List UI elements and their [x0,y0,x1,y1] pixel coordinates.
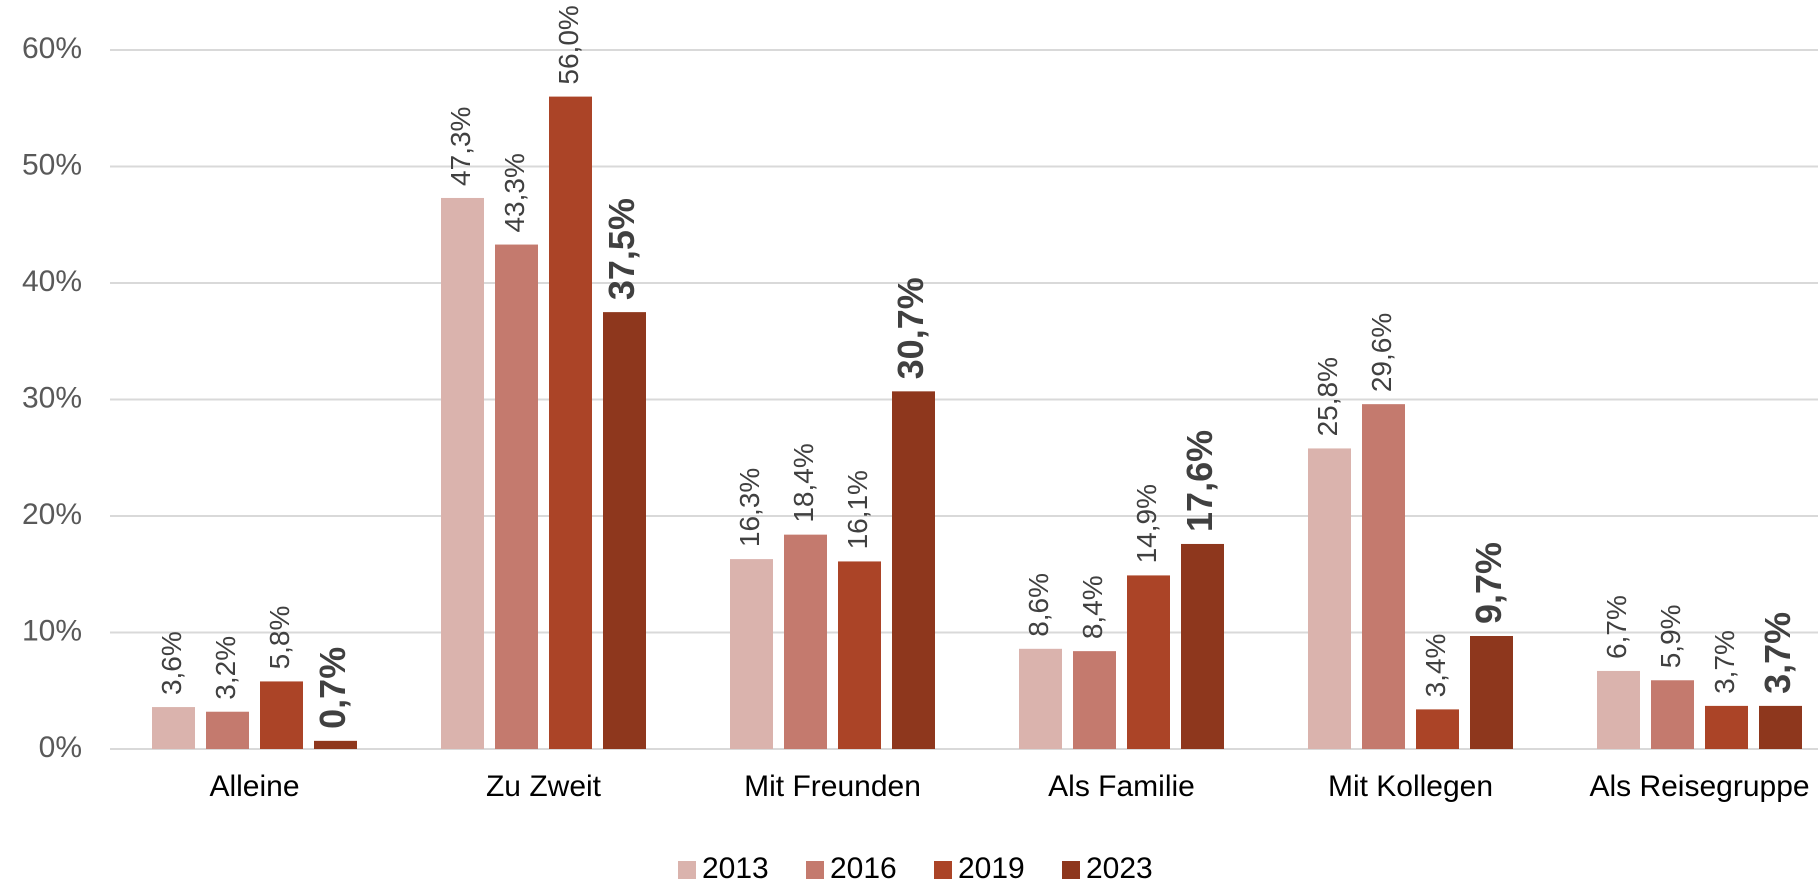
legend-label: 2023 [1086,852,1153,883]
value-label: 3,4% [1420,634,1451,698]
value-label: 37,5% [601,198,642,300]
value-label: 29,6% [1366,313,1397,392]
x-tick-label: Als Familie [1048,770,1195,803]
value-label: 47,3% [445,107,476,186]
value-label: 16,1% [842,470,873,549]
bar [1308,448,1351,749]
value-label: 17,6% [1179,430,1220,532]
value-label: 3,7% [1709,630,1740,694]
value-label: 0,7% [312,647,353,729]
legend-swatch [1062,861,1080,879]
value-label: 25,8% [1312,357,1343,436]
value-label: 8,4% [1077,575,1108,639]
bar [1597,670,1640,749]
legend-swatch [934,861,952,879]
bar [495,244,538,749]
x-tick-label: Zu Zweit [486,770,602,803]
bar [1362,404,1405,749]
bar [1019,648,1062,749]
legend-swatch [806,861,824,879]
y-tick-label: 30% [22,381,82,414]
value-label: 3,6% [156,631,187,695]
value-label: 9,7% [1468,542,1509,624]
x-tick-label: Mit Freunden [744,770,921,803]
value-label: 6,7% [1601,595,1632,659]
x-tick-label: Als Reisegruppe [1589,770,1809,803]
value-label: 18,4% [788,443,819,522]
y-tick-label: 40% [22,265,82,298]
bar [206,711,249,749]
bar [1651,680,1694,749]
legend-label: 2019 [958,852,1025,883]
value-label: 30,7% [890,277,931,379]
bar [314,740,357,749]
x-tick-label: Mit Kollegen [1328,770,1493,803]
value-label: 14,9% [1131,484,1162,563]
bar [1416,709,1459,749]
y-tick-label: 50% [22,148,82,181]
bar [1470,635,1513,749]
bar [1759,705,1802,749]
x-tick-label: Alleine [209,770,299,803]
y-tick-label: 60% [22,32,82,65]
bar [1073,651,1116,749]
value-label: 3,2% [210,636,241,700]
legend-label: 2016 [830,852,897,883]
bar [549,96,592,750]
bar [1127,575,1170,749]
value-label: 16,3% [734,468,765,547]
y-tick-label: 0% [39,731,82,764]
value-label: 8,6% [1023,573,1054,637]
value-label: 3,7% [1757,612,1798,694]
bar [784,534,827,749]
bar [603,312,646,749]
bar [892,391,935,749]
bar [1181,543,1224,749]
legend-label: 2013 [702,852,769,883]
value-label: 5,8% [264,606,295,670]
value-label: 43,3% [499,153,530,232]
bar [838,561,881,749]
bar [730,559,773,749]
bar [1705,705,1748,749]
bar [260,681,303,749]
bar [152,707,195,749]
legend-swatch [678,861,696,879]
bar [441,197,484,749]
value-label: 5,9% [1655,604,1686,668]
y-tick-label: 20% [22,498,82,531]
y-tick-label: 10% [22,614,82,647]
value-label: 56,0% [553,5,584,84]
